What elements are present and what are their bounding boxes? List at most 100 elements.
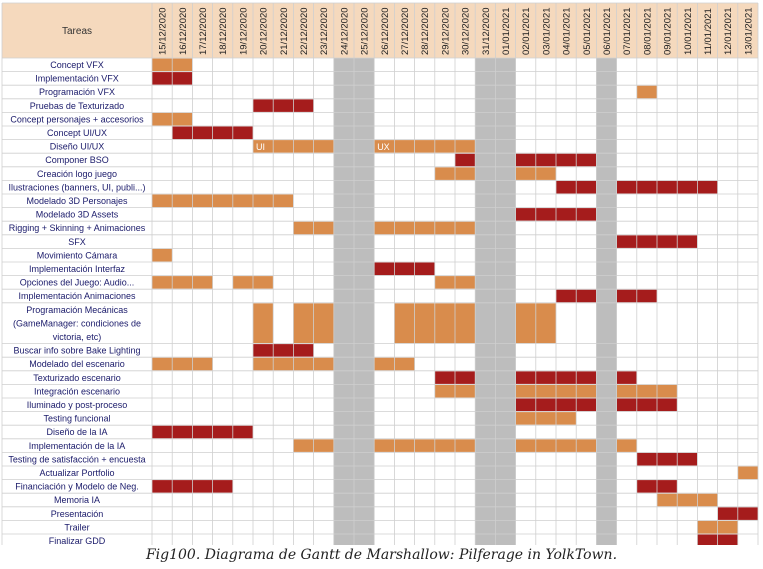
task-bar [253, 303, 274, 344]
task-bar [374, 140, 476, 153]
holiday-column [333, 58, 354, 545]
task-bar [253, 99, 314, 112]
task-label: Finalizar GDD [49, 536, 106, 545]
task-label: Programación VFX [39, 87, 115, 97]
date-label: 25/12/2020 [360, 7, 371, 55]
task-bar [657, 493, 718, 507]
task-label: Integración escenario [34, 386, 120, 396]
task-label: Ilustraciones (banners, UI, publi...) [8, 182, 145, 192]
date-label: 19/12/2020 [238, 7, 249, 55]
task-label: SFX [68, 237, 86, 247]
holiday-column [495, 58, 516, 545]
task-label: Buscar info sobre Bake Lighting [13, 346, 140, 356]
task-label: Concept personajes + accesorios [10, 114, 144, 124]
task-bar [253, 344, 314, 357]
task-label: Implementación Animaciones [18, 291, 136, 301]
task-label: Diseño de la IA [46, 427, 107, 437]
date-label: 16/12/2020 [178, 7, 189, 55]
date-label: 03/01/2021 [541, 7, 552, 55]
task-label: Texturizado escenario [33, 373, 121, 383]
task-bar [152, 357, 213, 371]
date-label: 12/01/2021 [723, 7, 734, 55]
date-label: 21/12/2020 [279, 7, 290, 55]
bar-label: UI [256, 142, 265, 152]
header-background [2, 3, 758, 58]
date-label: 08/01/2021 [642, 7, 653, 55]
gantt-chart: UI UX Tareas 15/12/2020 16/12/2020 17/12/2020… [1, 2, 759, 545]
task-label: Modelado 3D Assets [36, 210, 119, 220]
task-bar [636, 85, 657, 99]
header-label: Tareas [62, 26, 92, 37]
task-bar [374, 221, 476, 235]
date-label: 26/12/2020 [380, 7, 391, 55]
task-label: Modelado del escenario [29, 359, 125, 369]
task-label: Programación Mecánicas [26, 305, 128, 315]
task-label: Actualizar Portfolio [39, 468, 114, 478]
date-label: 30/12/2020 [461, 7, 472, 55]
task-label: (GameManager: condiciones de [13, 318, 141, 328]
task-bar [152, 425, 253, 439]
date-label: 27/12/2020 [400, 7, 411, 55]
task-label: Creación logo juego [37, 169, 117, 179]
task-label: Implementación de la IA [29, 441, 126, 451]
bar-label: UX [377, 142, 390, 152]
task-bar [374, 262, 435, 276]
task-label: Trailer [64, 522, 89, 532]
date-label: 17/12/2020 [198, 7, 209, 55]
task-label: Componer BSO [45, 155, 109, 165]
task-bar [616, 371, 637, 384]
date-label: 11/01/2021 [703, 8, 714, 55]
date-label: 07/01/2021 [622, 7, 633, 55]
task-bar [374, 439, 476, 452]
task-bar [616, 384, 678, 398]
date-label: 22/12/2020 [299, 7, 310, 55]
task-label: Pruebas de Texturizado [30, 101, 124, 111]
task-bar [515, 412, 577, 425]
task-bar [636, 452, 698, 466]
task-label: Memoria IA [54, 495, 100, 505]
task-label: Movimiento Cámara [37, 250, 118, 260]
date-label: 24/12/2020 [339, 7, 350, 55]
task-label: Testing funcional [43, 414, 110, 424]
task-bar [616, 398, 678, 412]
date-label: 04/01/2021 [562, 7, 573, 55]
holiday-column [475, 58, 496, 545]
date-label: 28/12/2020 [420, 7, 431, 55]
task-label: Testing de satisfacción + encuesta [8, 454, 145, 464]
task-bar [455, 153, 476, 167]
date-label: 18/12/2020 [218, 7, 229, 55]
date-label: 29/12/2020 [440, 7, 451, 55]
task-bar [152, 276, 213, 289]
date-label: 13/01/2021 [743, 7, 754, 55]
task-label: Financiación y Modelo de Neg. [15, 482, 139, 492]
date-label: 01/01/2021 [501, 7, 512, 55]
task-label: Concept UI/UX [47, 128, 107, 138]
task-label: Presentación [51, 509, 104, 519]
task-label: Modelado 3D Personajes [26, 196, 128, 206]
task-bar [152, 248, 173, 262]
task-bar [737, 466, 758, 480]
task-label: Opciones del Juego: Audio... [20, 278, 135, 288]
date-label: 06/01/2021 [602, 7, 613, 55]
task-label: Rigging + Skinning + Animaciones [9, 223, 146, 233]
task-label: Implementación Interfaz [29, 264, 126, 274]
date-label: 09/01/2021 [663, 7, 674, 55]
task-label: Implementación VFX [35, 74, 119, 84]
task-label: Concept VFX [50, 60, 104, 70]
task-bar [616, 180, 718, 194]
task-label: victoria, etc) [53, 332, 102, 342]
date-label: 15/12/2020 [158, 7, 169, 55]
date-label: 23/12/2020 [319, 7, 330, 55]
task-label: Diseño UI/UX [50, 142, 105, 152]
figure-caption: Fig100. Diagrama de Gantt de Marshallow:… [145, 547, 618, 563]
date-label: 10/01/2021 [683, 7, 694, 55]
task-bar [152, 194, 294, 208]
task-label: Iluminado y post-proceso [27, 400, 128, 410]
holiday-column [596, 58, 617, 545]
task-bar [616, 439, 637, 452]
date-label: 31/12/2020 [481, 7, 492, 55]
date-label: 02/01/2021 [521, 7, 532, 55]
date-label: 05/01/2021 [582, 7, 593, 55]
date-label: 20/12/2020 [259, 7, 270, 55]
holiday-column [354, 58, 375, 545]
